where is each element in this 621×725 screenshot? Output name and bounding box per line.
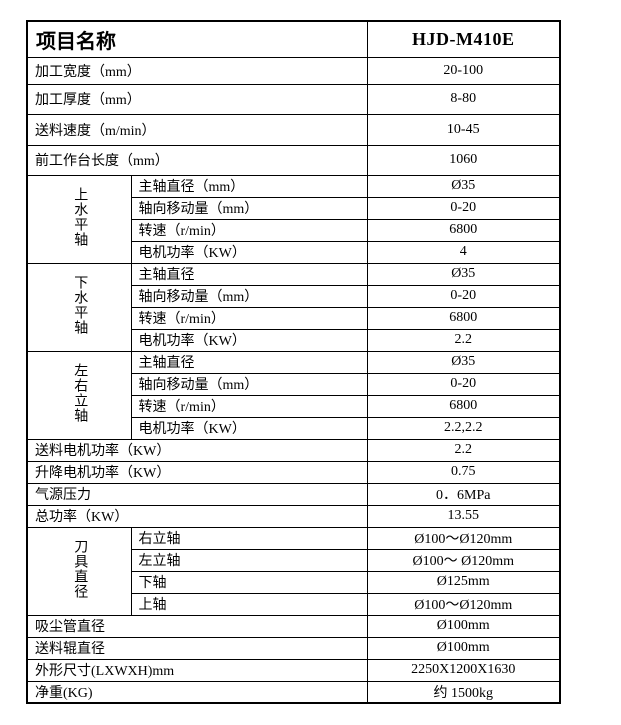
row-label: 转速（r/min） xyxy=(130,394,368,418)
row-value: 2.2 xyxy=(366,438,561,462)
table-row: 送料速度（m/min） 10-45 xyxy=(26,113,561,146)
group-label-upper-horizontal-spindle: 上水平轴 xyxy=(26,174,132,264)
table-row: 左右立轴 主轴直径 Ø35 xyxy=(26,350,561,440)
row-label: 加工宽度（mm） xyxy=(26,56,368,85)
row-value: 1060 xyxy=(366,144,561,176)
machine-spec-table: 项目名称 HJD-M410E 加工宽度（mm） 20-100 加工厚度（mm） … xyxy=(26,20,561,704)
table-row: 上水平轴 主轴直径（mm） Ø35 xyxy=(26,174,561,264)
row-label: 轴向移动量（mm） xyxy=(130,196,368,220)
row-label: 主轴直径 xyxy=(130,350,368,374)
row-value: Ø100mm xyxy=(366,636,561,660)
row-value: 6800 xyxy=(366,306,561,330)
row-label: 吸尘管直径 xyxy=(26,614,368,638)
row-label: 轴向移动量（mm） xyxy=(130,372,368,396)
table-row: 下水平轴 主轴直径 Ø35 xyxy=(26,262,561,352)
table-row: 上轴 Ø100～Ø120mm xyxy=(27,592,561,616)
row-value: 6800 xyxy=(366,218,561,242)
table-row: 升降电机功率（KW） 0.75 xyxy=(26,460,561,484)
row-value: 20-100 xyxy=(366,56,561,85)
row-label: 外形尺寸(LXWXH)mm xyxy=(26,658,368,682)
row-value: 约 1500kg xyxy=(366,680,561,704)
row-label: 气源压力 xyxy=(26,482,368,506)
row-label: 主轴直径（mm） xyxy=(130,174,368,198)
column-header-item-name: 项目名称 xyxy=(26,20,368,58)
row-value: 8-80 xyxy=(366,83,561,115)
row-value: 4 xyxy=(366,240,561,264)
row-label: 前工作台长度（mm） xyxy=(26,144,368,176)
row-value: 2.2 xyxy=(366,328,561,352)
row-label: 送料辊直径 xyxy=(26,636,368,660)
row-value: Ø35 xyxy=(366,262,561,286)
table-row: 电机功率（KW） 2.2 xyxy=(27,328,561,352)
table-row: 送料电机功率（KW） 2.2 xyxy=(26,438,561,462)
row-label: 转速（r/min） xyxy=(130,306,368,330)
table-row: 轴向移动量（mm） 0-20 xyxy=(27,284,561,308)
table-row: 净重(KG) 约 1500kg xyxy=(26,680,561,704)
row-label: 主轴直径 xyxy=(130,262,368,286)
row-value: 2.2,2.2 xyxy=(366,416,561,440)
row-value: Ø100～Ø120mm xyxy=(366,526,561,550)
group-label-text: 刀具直径 xyxy=(72,538,88,599)
row-label: 送料速度（m/min） xyxy=(26,113,368,146)
table-row: 总功率（KW） 13.55 xyxy=(26,504,561,528)
row-value: Ø125mm xyxy=(366,570,561,594)
row-value: 6800 xyxy=(366,394,561,418)
row-label: 电机功率（KW） xyxy=(130,328,368,352)
table-row: 下轴 Ø125mm xyxy=(27,570,561,594)
row-value: 0-20 xyxy=(366,372,561,396)
row-label: 总功率（KW） xyxy=(26,504,368,528)
column-header-model: HJD-M410E xyxy=(366,20,561,58)
row-label: 右立轴 xyxy=(130,526,368,550)
row-value: 10-45 xyxy=(366,113,561,146)
table-row: 刀具直径 右立轴 Ø100～Ø120mm xyxy=(26,526,561,616)
table-row: 外形尺寸(LXWXH)mm 2250X1200X1630 xyxy=(26,658,561,682)
group-label-text: 上水平轴 xyxy=(72,186,88,247)
row-label: 转速（r/min） xyxy=(130,218,368,242)
row-label: 电机功率（KW） xyxy=(130,240,368,264)
table-row: 气源压力 0．6MPa xyxy=(26,482,561,506)
group-label-lower-horizontal-spindle: 下水平轴 xyxy=(26,262,132,352)
table-row: 送料辊直径 Ø100mm xyxy=(26,636,561,660)
table-row: 转速（r/min） 6800 xyxy=(27,306,561,330)
table-row: 加工宽度（mm） 20-100 xyxy=(26,56,561,85)
row-value: Ø35 xyxy=(366,174,561,198)
group-label-text: 左右立轴 xyxy=(72,362,88,423)
table-row: 加工厚度（mm） 8-80 xyxy=(26,83,561,115)
group-label-text: 下水平轴 xyxy=(72,274,88,335)
row-value: Ø100mm xyxy=(366,614,561,638)
row-label: 下轴 xyxy=(130,570,368,594)
row-value: 0．6MPa xyxy=(366,482,561,506)
row-label: 上轴 xyxy=(130,592,368,616)
row-label: 左立轴 xyxy=(130,548,368,572)
table-row: 电机功率（KW） 4 xyxy=(27,240,561,264)
table-row: 电机功率（KW） 2.2,2.2 xyxy=(27,416,561,440)
row-label: 电机功率（KW） xyxy=(130,416,368,440)
row-value: Ø35 xyxy=(366,350,561,374)
row-label: 轴向移动量（mm） xyxy=(130,284,368,308)
row-value: 13.55 xyxy=(366,504,561,528)
row-value: 0-20 xyxy=(366,284,561,308)
table-row: 吸尘管直径 Ø100mm xyxy=(26,614,561,638)
row-value: 0.75 xyxy=(366,460,561,484)
row-label: 升降电机功率（KW） xyxy=(26,460,368,484)
row-value: 2250X1200X1630 xyxy=(366,658,561,682)
row-label: 加工厚度（mm） xyxy=(26,83,368,115)
group-label-left-right-vertical-spindle: 左右立轴 xyxy=(26,350,132,440)
row-label: 送料电机功率（KW） xyxy=(26,438,368,462)
row-label: 净重(KG) xyxy=(26,680,368,704)
row-value: 0-20 xyxy=(366,196,561,220)
table-header-row: 项目名称 HJD-M410E xyxy=(26,20,561,58)
table-row: 前工作台长度（mm） 1060 xyxy=(26,144,561,176)
row-value: Ø100～ Ø120mm xyxy=(366,548,561,572)
row-value: Ø100～Ø120mm xyxy=(366,592,561,616)
group-label-tool-diameter: 刀具直径 xyxy=(26,526,132,616)
